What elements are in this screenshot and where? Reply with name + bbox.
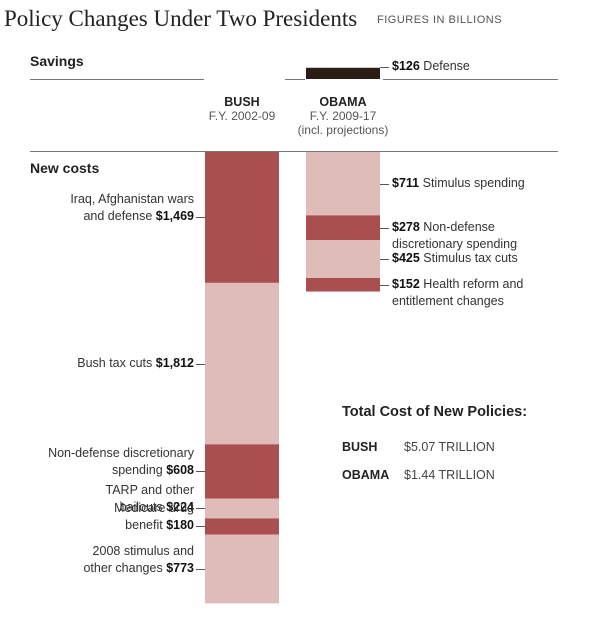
obama-bar-segment-2 [306, 215, 380, 241]
obama-label-tick-4 [380, 285, 389, 286]
obama-column-period: F.Y. 2009-17 [309, 109, 377, 123]
bush-label-5: Medicare drug benefit $180 [114, 501, 194, 532]
new-costs-rule [30, 151, 558, 152]
obama-bar-segment-4 [306, 277, 380, 292]
bush-label-tick-1 [196, 217, 205, 218]
obama-column-header: OBAMA F.Y. 2009-17 (incl. projections) [283, 95, 403, 137]
bush-bar-segment-2 [205, 282, 279, 445]
bush-label-2: Bush tax cuts $1,812 [77, 356, 194, 370]
bush-label-tick-4 [196, 508, 205, 509]
new-costs-heading: New costs [30, 160, 100, 176]
obama-label-2: $278 Non-defense discretionary spending [392, 220, 518, 251]
savings-rule-right [383, 79, 558, 80]
obama-label-tick-2 [380, 228, 389, 229]
chart-subtitle: FIGURES IN BILLIONS [377, 14, 503, 26]
obama-bar-segment-3 [306, 240, 380, 278]
bush-label-3: Non-defense discretionary spending $608 [48, 446, 194, 477]
savings-label-tick [380, 67, 389, 68]
obama-bar-segment-1 [306, 152, 380, 216]
bush-bar-segment-5 [205, 518, 279, 535]
bush-label-tick-5 [196, 526, 205, 527]
obama-label-tick-1 [380, 184, 389, 185]
totals-title: Total Cost of New Policies: [342, 404, 528, 420]
bush-column-name: BUSH [224, 95, 260, 109]
bush-label-6: 2008 stimulus and other changes $773 [83, 544, 194, 575]
savings-rule-middle [285, 79, 305, 80]
bush-label-1: Iraq, Afghanistan wars and defense $1,469 [70, 192, 194, 223]
savings-heading: Savings [30, 53, 84, 69]
totals-row-obama-value: $1.44 TRILLION [404, 468, 495, 482]
totals-row-obama: OBAMA $1.44 TRILLION [342, 468, 495, 482]
totals-row-bush-value: $5.07 TRILLION [404, 440, 495, 454]
obama-label-tick-3 [380, 259, 389, 260]
bush-column-period: F.Y. 2002-09 [208, 109, 276, 123]
obama-label-1: $711 Stimulus spending [392, 176, 525, 190]
bush-label-4: TARP and other bailouts $224 [105, 483, 194, 514]
totals-row-bush: BUSH $5.07 TRILLION [342, 440, 495, 454]
bush-label-tick-3 [196, 471, 205, 472]
obama-column-name: OBAMA [319, 95, 367, 109]
obama-label-4: $152 Health reform and entitlement change… [392, 277, 524, 308]
bush-label-tick-2 [196, 364, 205, 365]
bush-bar-segment-6 [205, 534, 279, 604]
savings-label-defense: $126 Defense [392, 59, 470, 73]
obama-savings-bar-defense [306, 67, 380, 79]
bush-label-tick-6 [196, 569, 205, 570]
bush-bar-segment-1 [205, 152, 279, 283]
obama-label-3: $425 Stimulus tax cuts [392, 251, 518, 265]
savings-rule-left-extended [30, 79, 204, 80]
bush-column-header: BUSH F.Y. 2002-09 [196, 95, 288, 123]
obama-column-note: (incl. projections) [297, 123, 389, 137]
totals-row-bush-name: BUSH [342, 440, 378, 454]
bush-bar-segment-4 [205, 498, 279, 519]
totals-row-obama-name: OBAMA [342, 468, 390, 482]
chart-title: Policy Changes Under Two Presidents [4, 6, 358, 31]
bush-bar-segment-3 [205, 444, 279, 499]
